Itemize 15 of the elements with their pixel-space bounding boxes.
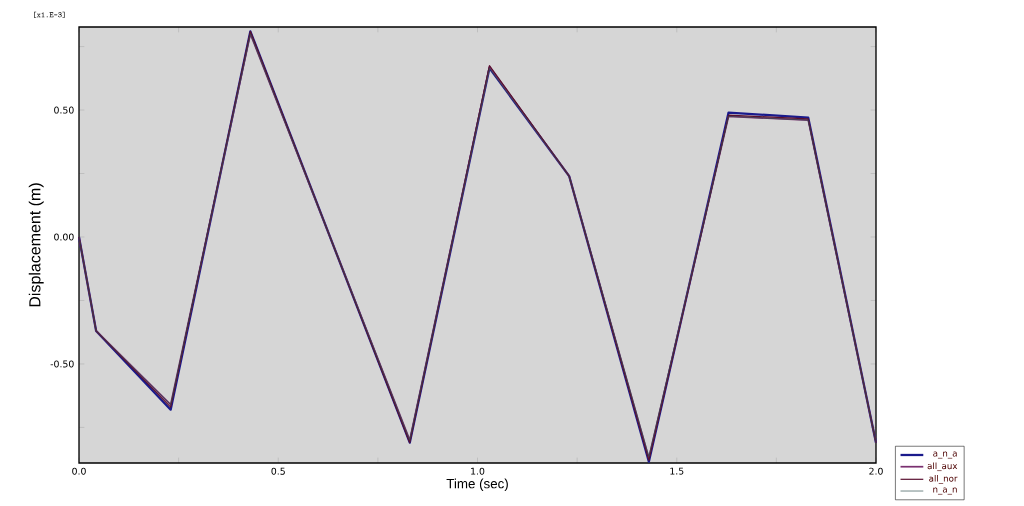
text: [x1.E-3] bbox=[34, 11, 65, 18]
y-axis-title: Displacement (m) bbox=[28, 183, 44, 307]
x-tick-label: 1.0 bbox=[471, 467, 485, 475]
legend-label: all_aux bbox=[927, 462, 958, 472]
y-tick-label: -0.50 bbox=[50, 360, 74, 368]
x-axis-title: Time (sec) bbox=[446, 478, 508, 491]
legend-label: a_n_a bbox=[933, 451, 957, 459]
x-tick-label: 1.5 bbox=[670, 467, 684, 475]
legend-label: all_nor bbox=[929, 475, 958, 484]
x-tick-label: 0.5 bbox=[271, 467, 285, 475]
x-tick-label: 0.0 bbox=[72, 467, 86, 475]
legend-label: n_a_n bbox=[933, 487, 957, 495]
y-tick-label: 0.00 bbox=[54, 233, 74, 241]
x-tick-label: 2.0 bbox=[869, 467, 883, 475]
y-tick-label: 0.50 bbox=[54, 106, 74, 114]
